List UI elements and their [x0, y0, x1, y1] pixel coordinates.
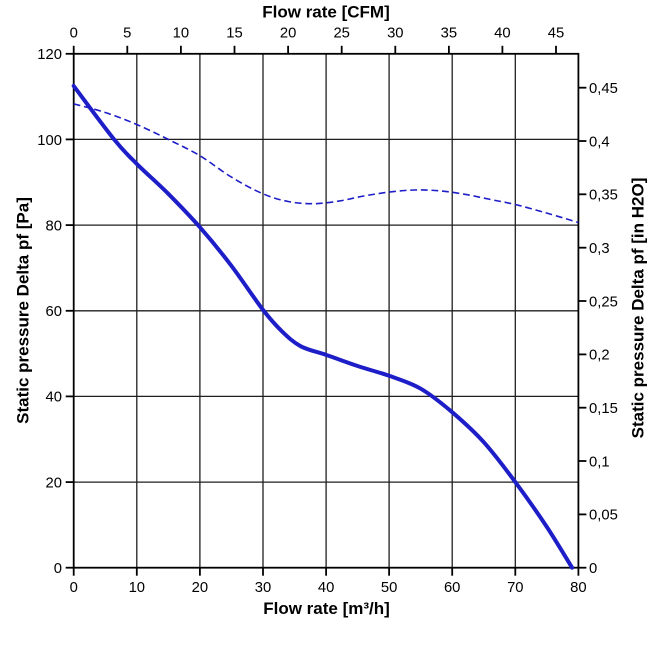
svg-text:Flow rate [CFM]: Flow rate [CFM] [262, 3, 390, 22]
svg-text:120: 120 [37, 47, 62, 63]
svg-text:Static pressure Delta pf [Pa]: Static pressure Delta pf [Pa] [14, 197, 33, 424]
svg-text:15: 15 [226, 26, 242, 42]
svg-text:0,45: 0,45 [589, 81, 618, 97]
svg-text:60: 60 [444, 580, 460, 596]
svg-text:10: 10 [173, 26, 189, 42]
svg-text:40: 40 [318, 580, 334, 596]
svg-text:25: 25 [333, 26, 349, 42]
svg-text:0: 0 [589, 561, 597, 577]
svg-text:70: 70 [507, 580, 523, 596]
svg-text:Flow rate [m³/h]: Flow rate [m³/h] [263, 599, 390, 618]
svg-text:20: 20 [46, 475, 62, 491]
svg-text:0,25: 0,25 [589, 294, 618, 310]
svg-text:0: 0 [70, 580, 78, 596]
svg-text:Static pressure Delta pf [in H: Static pressure Delta pf [in H2O] [629, 178, 648, 439]
svg-text:50: 50 [381, 580, 397, 596]
svg-text:0,3: 0,3 [589, 241, 610, 257]
svg-text:30: 30 [387, 26, 403, 42]
svg-text:10: 10 [129, 580, 145, 596]
svg-text:5: 5 [123, 26, 131, 42]
svg-text:0: 0 [54, 561, 62, 577]
svg-text:30: 30 [255, 580, 271, 596]
svg-text:100: 100 [37, 133, 62, 149]
svg-text:20: 20 [192, 580, 208, 596]
svg-text:60: 60 [46, 304, 62, 320]
svg-text:20: 20 [280, 26, 296, 42]
svg-text:40: 40 [494, 26, 510, 42]
svg-text:0,35: 0,35 [589, 188, 618, 204]
svg-text:0: 0 [70, 26, 78, 42]
svg-text:80: 80 [46, 218, 62, 234]
svg-text:0,1: 0,1 [589, 454, 610, 470]
svg-text:0,4: 0,4 [589, 134, 610, 150]
svg-text:0,15: 0,15 [589, 401, 618, 417]
svg-text:0,2: 0,2 [589, 348, 610, 364]
svg-text:45: 45 [548, 26, 564, 42]
svg-text:80: 80 [570, 580, 586, 596]
svg-text:40: 40 [46, 390, 62, 406]
svg-text:0,05: 0,05 [589, 508, 618, 524]
svg-text:35: 35 [441, 26, 457, 42]
